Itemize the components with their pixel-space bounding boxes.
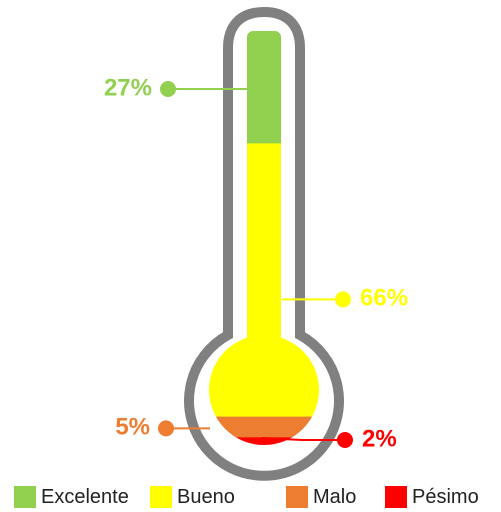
value-label-malo: 5% <box>115 414 150 441</box>
callout-line-pesimo <box>261 437 345 441</box>
legend: Excelente Bueno Malo Pésimo <box>0 482 501 512</box>
callout-dot-excelente <box>160 81 176 97</box>
fill-band-pesimo <box>209 436 319 445</box>
legend-swatch-pesimo <box>385 486 407 508</box>
legend-label-bueno: Bueno <box>177 485 235 508</box>
legend-swatch-bueno <box>150 486 172 508</box>
thermometer-chart: 27% 66% 5% 2% <box>104 6 408 481</box>
value-label-pesimo: 2% <box>362 425 397 452</box>
legend-label-malo: Malo <box>313 485 357 508</box>
callout-dot-bueno <box>335 291 351 308</box>
legend-label-pesimo: Pésimo <box>412 485 479 508</box>
fill-band-excelente <box>209 31 319 144</box>
callout-dot-pesimo <box>337 432 353 448</box>
fill-band-bueno <box>209 142 319 417</box>
legend-item-excelente: Excelente <box>14 486 129 508</box>
legend-item-bueno: Bueno <box>150 486 235 508</box>
value-label-excelente: 27% <box>104 74 152 101</box>
legend-swatch-excelente <box>14 486 36 508</box>
callout-dot-malo <box>158 420 174 437</box>
value-label-bueno: 66% <box>360 285 408 312</box>
legend-label-excelente: Excelente <box>41 485 129 508</box>
fill-band-malo <box>209 416 319 438</box>
legend-item-malo: Malo <box>286 486 356 508</box>
legend-swatch-malo <box>286 486 308 508</box>
legend-item-pesimo: Pésimo <box>385 486 479 508</box>
